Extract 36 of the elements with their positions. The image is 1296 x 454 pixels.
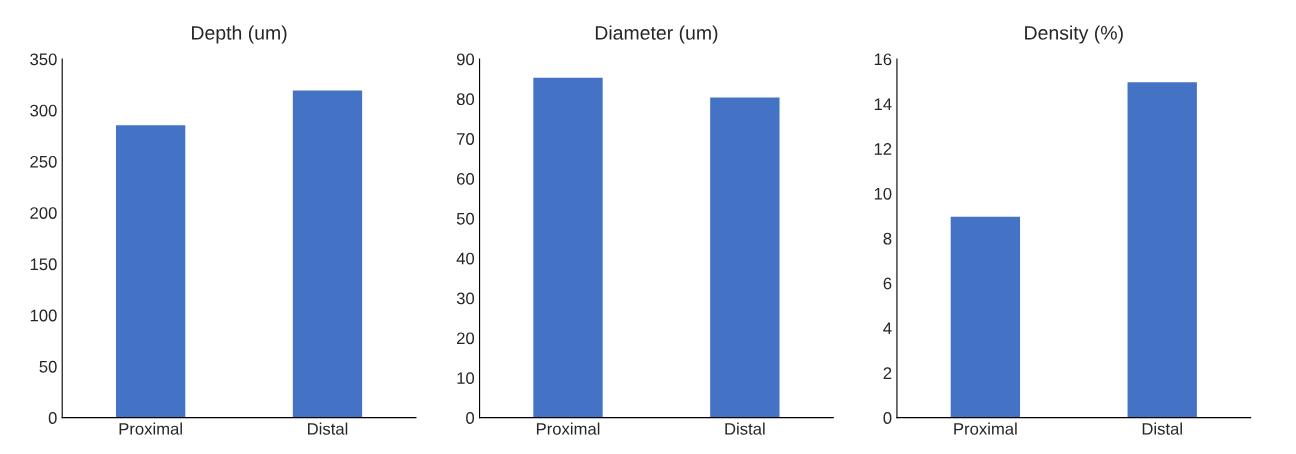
- y-tick-label: 0: [466, 412, 475, 424]
- y-tick-label: 60: [457, 172, 475, 185]
- y-tick-label: 0: [883, 412, 892, 424]
- chart-title: Density (%): [1025, 25, 1123, 44]
- y-tick-label: 50: [456, 212, 475, 225]
- x-tick-label: Distal: [1142, 422, 1182, 435]
- y-tick-label: 350: [30, 53, 57, 66]
- x-tick-label: Proximal: [536, 422, 600, 435]
- y-tick-label: 150: [30, 258, 57, 271]
- chart-title: Depth (um): [192, 25, 287, 44]
- y-tick-label: 20: [457, 332, 475, 345]
- y-tick-label: 12: [874, 143, 892, 155]
- y-tick-label: 16: [874, 53, 892, 66]
- y-tick-label: 80: [456, 93, 475, 106]
- y-tick-label: 14: [874, 98, 892, 110]
- y-tick-label: 40: [456, 252, 475, 265]
- y-tick-label: 200: [30, 207, 57, 219]
- y-tick-label: 6: [883, 277, 892, 290]
- y-tick-label: 50: [39, 360, 57, 373]
- y-tick-label: 0: [48, 412, 57, 424]
- x-tick-label: Distal: [308, 422, 348, 435]
- y-tick-label: 30: [456, 292, 475, 305]
- y-tick-label: 250: [30, 155, 57, 168]
- y-tick-label: 4: [883, 322, 892, 335]
- y-tick-label: 2: [883, 367, 892, 379]
- y-tick-label: 90: [456, 53, 475, 66]
- chart-title: Diameter (um): [595, 25, 718, 44]
- x-tick-label: Proximal: [954, 422, 1017, 435]
- y-tick-label: 10: [457, 372, 475, 385]
- x-tick-label: Proximal: [119, 422, 182, 435]
- x-tick-label: Distal: [725, 422, 765, 435]
- y-tick-label: 70: [457, 133, 475, 145]
- y-tick-label: 8: [883, 232, 892, 245]
- y-tick-label: 300: [30, 104, 57, 117]
- y-tick-label: 10: [874, 187, 892, 200]
- y-tick-label: 100: [30, 309, 57, 322]
